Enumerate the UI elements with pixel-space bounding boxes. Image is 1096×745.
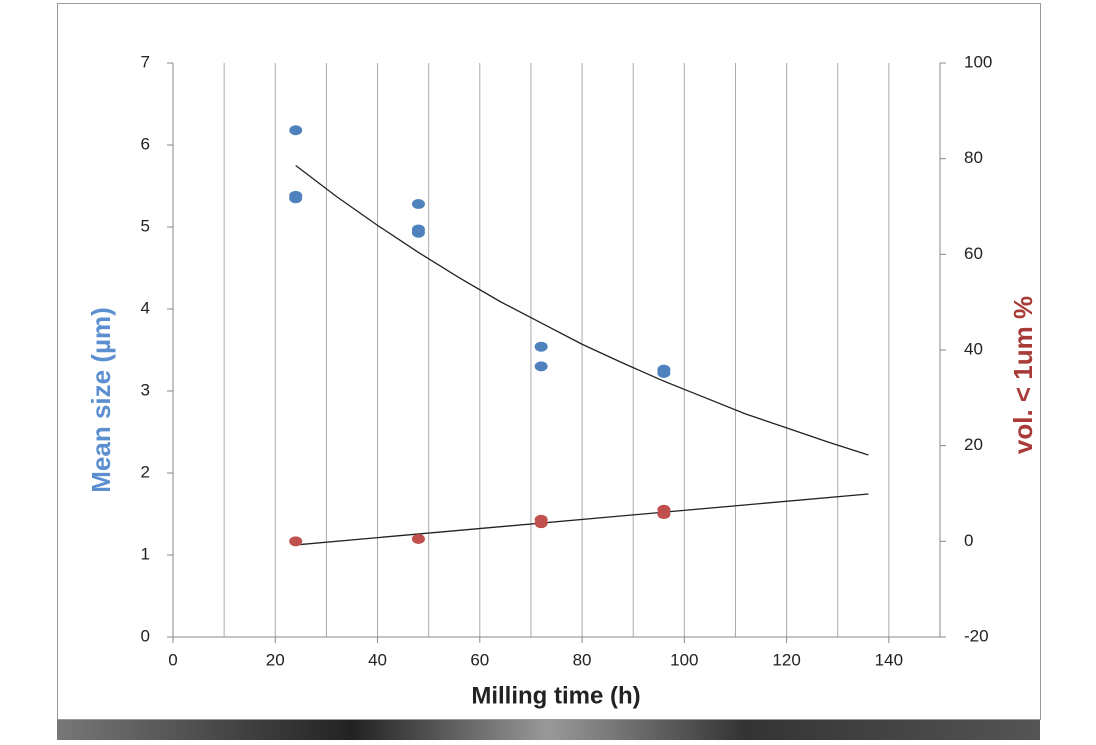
x-tick-label: 120 [772, 650, 800, 669]
photo-strip [57, 720, 1040, 740]
y-tick-label: 3 [141, 380, 150, 399]
x-tick-label: 0 [168, 650, 177, 669]
point [411, 199, 425, 210]
y-tick-label: 0 [141, 626, 150, 645]
x-tick-label: 100 [670, 650, 698, 669]
y-tick-label: 7 [141, 52, 150, 71]
point [657, 367, 671, 378]
chart-border [57, 3, 1041, 720]
y-tick-label: 4 [141, 298, 150, 317]
x-tick-label: 40 [368, 650, 387, 669]
trendline [295, 164, 869, 456]
x-tick-label: 140 [875, 650, 903, 669]
y2-tick-label: 20 [964, 435, 983, 454]
y-tick-label: 6 [141, 134, 150, 153]
y2-tick-label: 100 [964, 52, 992, 71]
point [289, 536, 303, 547]
point [411, 533, 425, 544]
y-tick-label: 2 [141, 462, 150, 481]
x-axis-label: Milling time (h) [471, 682, 640, 709]
x-tick-label: 60 [470, 650, 489, 669]
y2-tick-label: -20 [964, 626, 989, 645]
point [411, 227, 425, 238]
x-tick-label: 80 [573, 650, 592, 669]
point [289, 125, 303, 136]
y2-tick-label: 60 [964, 244, 983, 263]
y2-axis-label: vol. < 1um % [1008, 296, 1038, 454]
y2-tick-label: 40 [964, 339, 983, 358]
point [289, 193, 303, 204]
point [534, 341, 548, 352]
point [534, 518, 548, 529]
y-axis-label: Mean size (µm) [86, 307, 116, 492]
point [657, 509, 671, 520]
y-tick-label: 5 [141, 216, 150, 235]
y-tick-label: 1 [141, 544, 150, 563]
y2-tick-label: 0 [964, 531, 973, 550]
x-tick-label: 20 [266, 650, 285, 669]
trendline [295, 493, 869, 546]
point [534, 361, 548, 372]
y2-tick-label: 80 [964, 148, 983, 167]
